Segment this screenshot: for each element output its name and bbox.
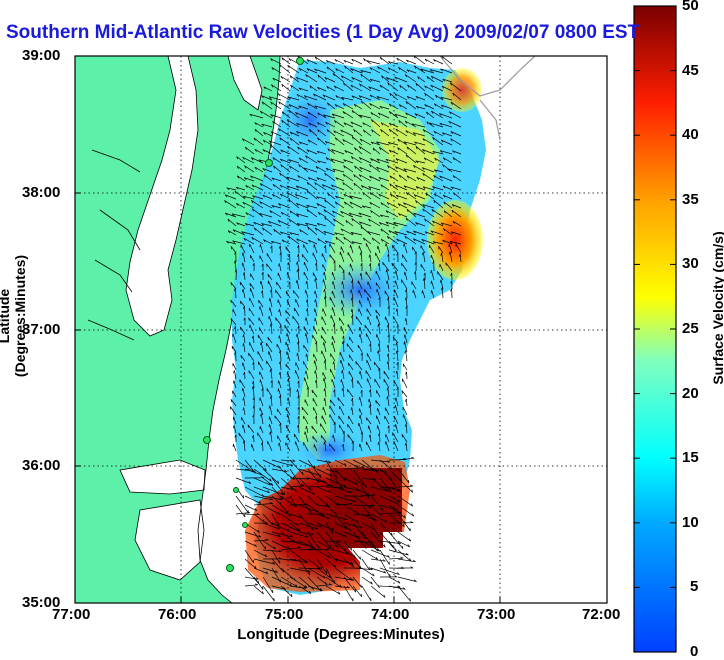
velocity-arrowhead [312,426,313,429]
colorbar-tick-label: 50 [682,0,699,14]
velocity-arrowhead [356,361,357,364]
velocity-arrowhead [404,272,405,275]
colorbar-tick-label: 0 [690,643,698,660]
velocity-arrow [263,442,264,451]
velocity-arrow [317,416,318,424]
colorbar-tick-label: 10 [682,514,699,531]
velocity-arrowhead [330,255,331,258]
velocity-arrowhead [249,353,250,356]
velocity-arrowhead [386,243,387,246]
x-tick-label: 77:00 [52,606,90,623]
velocity-arrowhead [231,246,232,249]
data-gap [383,532,405,558]
velocity-arrowhead [239,433,240,436]
velocity-arrowhead [311,511,312,514]
velocity-arrowhead [383,262,384,265]
velocity-arrowhead [320,475,321,478]
colorbar-tick-label: 15 [682,449,699,466]
velocity-arrow [263,290,264,298]
velocity-arrowhead [410,528,411,531]
velocity-arrowhead [265,546,266,549]
y-tick-label: 36:00 [22,457,60,474]
velocity-arrowhead [348,435,349,438]
velocity-arrow [371,263,372,271]
velocity-arrowhead [449,244,450,247]
velocity-arrow [245,306,246,316]
velocity-arrowhead [347,344,348,347]
velocity-arrowhead [404,244,405,247]
colorbar-tick-label: 35 [682,191,699,208]
colorbar-tick-label: 20 [682,385,699,402]
velocity-arrowhead [332,307,333,310]
velocity-arrowhead [233,381,234,384]
colorbar-tick-label: 45 [682,62,699,79]
velocity-arrowhead [268,274,269,277]
velocity-arrowhead [250,283,251,286]
velocity-arrowhead [293,316,294,319]
velocity-arrowhead [374,362,375,365]
velocity-arrowhead [241,355,242,358]
x-tick-label: 72:00 [582,606,620,623]
colorbar [634,6,676,652]
velocity-arrow [380,433,381,442]
colorbar-tick-label: 30 [682,255,699,272]
velocity-arrow [335,324,336,334]
y-tick-label: 38:00 [22,184,60,201]
velocity-arrowhead [268,337,269,340]
velocity-arrowhead [395,281,396,284]
velocity-arrowhead [260,244,261,247]
velocity-arrowhead [242,263,243,266]
velocity-arrowhead [363,482,364,485]
velocity-arrowhead [377,246,378,249]
velocity-arrowhead [305,290,306,293]
page-title: Southern Mid-Atlantic Raw Velocities (1 … [6,22,639,44]
colorbar-tick-label: 5 [690,578,698,595]
velocity-arrowhead [350,245,351,248]
velocity-arrowhead [446,263,447,266]
high-velocity-area-northeast [442,68,482,112]
velocity-arrowhead [401,263,402,266]
velocity-arrowhead [321,435,322,438]
velocity-arrowhead [269,424,270,427]
colorbar-tick-label: 25 [682,320,699,337]
velocity-arrowhead [269,316,270,319]
velocity-arrow [299,425,300,433]
velocity-arrowhead [431,290,432,293]
velocity-arrow [254,435,255,442]
velocity-arrowhead [263,587,264,590]
colorbar-tick-label: 40 [682,126,699,143]
velocity-arrowhead [240,282,241,285]
x-tick-label: 74:00 [371,606,409,623]
x-tick-label: 75:00 [265,606,303,623]
velocity-arrowhead [312,390,313,393]
velocity-arrow [281,395,282,406]
velocity-arrowhead [305,432,306,435]
velocity-arrowhead [376,310,377,313]
y-tick-label: 39:00 [22,47,60,64]
velocity-arrowhead [231,300,232,303]
velocity-arrowhead [242,363,243,366]
velocity-arrow [353,315,354,325]
y-tick-label: 37:00 [22,321,60,338]
velocity-arrowhead [332,342,333,345]
x-tick-label: 76:00 [158,606,196,623]
velocity-arrowhead [431,270,432,273]
velocity-arrow [308,308,309,316]
x-tick-label: 73:00 [477,606,515,623]
velocity-arrow [299,342,300,353]
velocity-arrow [353,379,354,388]
